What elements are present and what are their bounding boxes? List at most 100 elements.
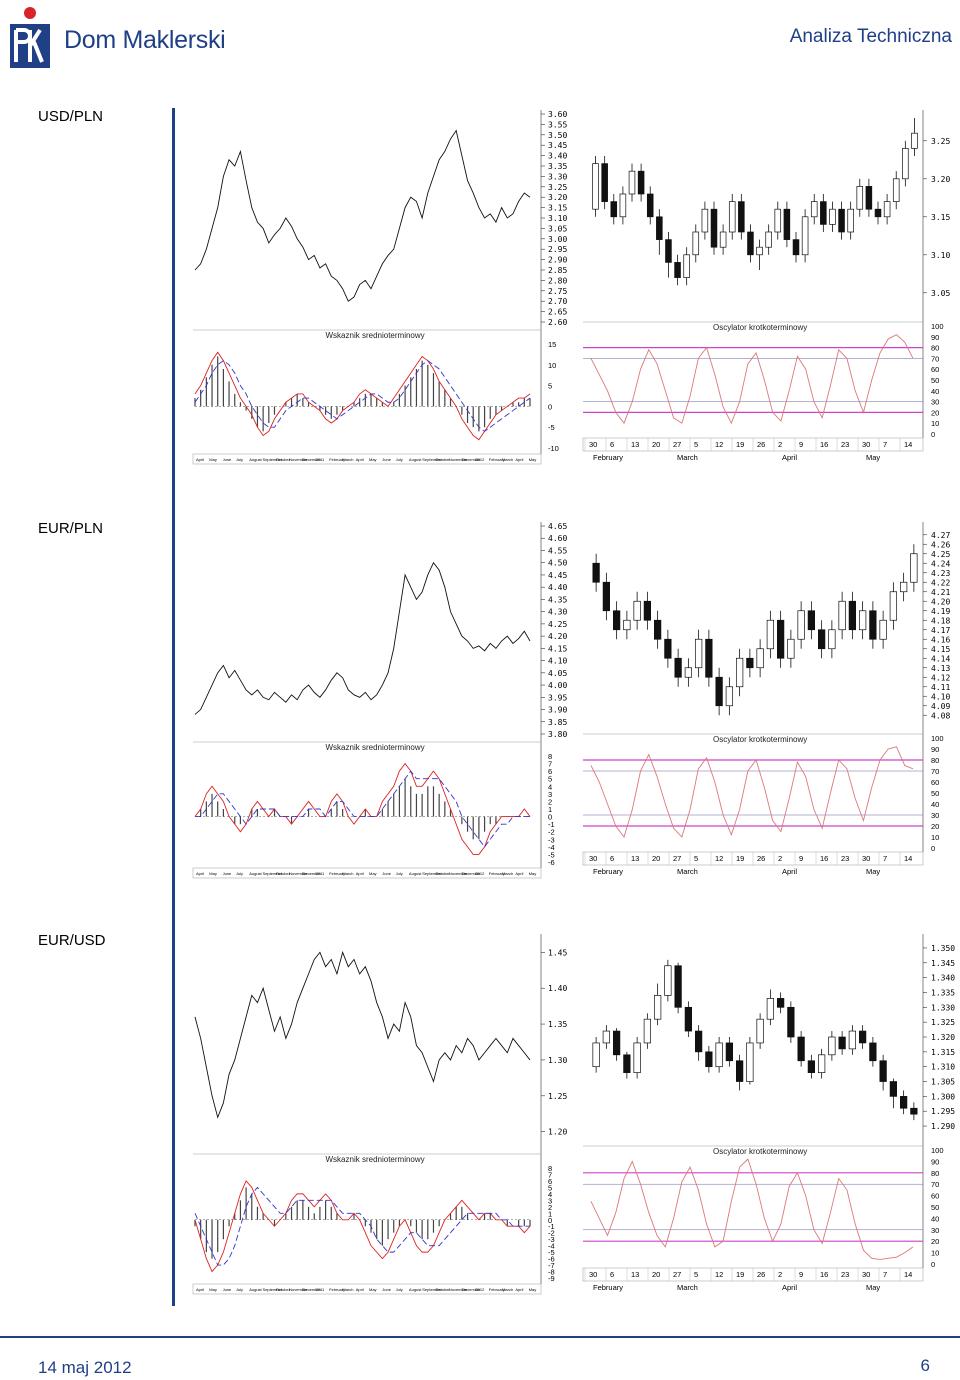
oscillator-tick-label: 30 — [931, 398, 939, 407]
price-tick-label: 4.35 — [548, 595, 567, 604]
price-line — [194, 561, 531, 715]
day-tick-label: 2 — [778, 440, 782, 449]
month-label: 2011 — [316, 457, 325, 462]
price-tick-label: 3.30 — [548, 172, 567, 181]
month-label: February — [329, 457, 345, 462]
month-label: 2011 — [316, 871, 325, 876]
month-axis — [192, 867, 542, 879]
indicator-tick-label: 6 — [548, 767, 552, 776]
oscillator-tick-label: 0 — [931, 430, 935, 439]
month-label: July — [396, 457, 403, 462]
day-tick-label: 2 — [778, 854, 782, 863]
candle-body — [728, 201, 736, 233]
candle-body — [899, 581, 908, 593]
day-tick-label: 19 — [736, 440, 744, 449]
indicator-tick-label: 8 — [548, 752, 552, 761]
price-tick-label: 1.300 — [931, 1092, 955, 1101]
price-tick-label: 1.25 — [548, 1092, 567, 1101]
month-label: July — [236, 1287, 243, 1292]
candle-body — [664, 965, 672, 996]
candle-body — [710, 208, 718, 248]
price-tick-label: 1.350 — [931, 944, 955, 953]
month-label: June — [223, 871, 232, 876]
day-tick-label: 12 — [715, 440, 723, 449]
indicator-tick-label: -8 — [548, 1268, 555, 1277]
candle-body — [602, 581, 611, 612]
candle-body — [911, 132, 918, 149]
candle-body — [705, 638, 713, 678]
day-tick-label: 14 — [904, 854, 912, 863]
price-tick-label: 2.65 — [548, 308, 567, 317]
price-tick-label: 4.20 — [931, 597, 950, 606]
month-label: March — [502, 457, 513, 462]
month-label: July — [236, 871, 243, 876]
indicator-tick-label: 3 — [548, 1196, 552, 1205]
month-label: April — [196, 871, 204, 876]
month-axis — [192, 1283, 542, 1295]
day-tick-label: 9 — [799, 1270, 803, 1279]
oscillator-tick-label: 70 — [931, 354, 939, 363]
month-label: April — [196, 1287, 204, 1292]
day-tick-label: 30 — [589, 1270, 597, 1279]
day-tick-label: 5 — [694, 1270, 698, 1279]
price-tick-label: 3.90 — [548, 706, 567, 715]
candle-body — [746, 657, 754, 669]
price-tick-label: 3.85 — [548, 718, 567, 727]
oscillator-line — [590, 1158, 914, 1260]
candle-body — [910, 553, 918, 583]
month-label: April — [782, 1283, 797, 1292]
month-label: October — [436, 457, 451, 462]
indicator-tick-label: -4 — [548, 1242, 555, 1251]
indicator-tick-label: -6 — [548, 1255, 555, 1264]
day-tick-label: 30 — [862, 440, 870, 449]
candle-body — [797, 610, 805, 640]
oscillator-tick-label: 50 — [931, 376, 939, 385]
candle-body — [684, 667, 693, 678]
candle-body — [817, 629, 826, 650]
price-tick-label: 3.40 — [548, 152, 567, 161]
month-label: May — [529, 871, 537, 876]
candle-body — [592, 562, 600, 583]
price-tick-label: 3.95 — [548, 693, 567, 702]
month-label: 2011 — [316, 1287, 325, 1292]
candle-body — [828, 629, 836, 650]
price-tick-label: 4.18 — [931, 616, 950, 625]
candle-body — [674, 657, 682, 678]
indicator-tick-label: -1 — [548, 820, 555, 829]
candle-body — [612, 610, 621, 631]
month-axis — [192, 453, 542, 465]
day-tick-label: 6 — [610, 854, 614, 863]
macd-line — [194, 762, 531, 855]
month-label: December — [462, 457, 481, 462]
day-tick-label: 16 — [820, 854, 828, 863]
candle-body — [889, 591, 898, 621]
eurusd-short-chart: 1.350 1.345 1.340 1.335 1.330 1.325 1.320 1.315… — [582, 934, 955, 1292]
candle-body — [869, 1042, 877, 1062]
month-label: December — [462, 1287, 481, 1292]
price-tick-label: 2.60 — [548, 318, 567, 327]
candle-body — [766, 619, 775, 650]
month-label: May — [866, 867, 880, 876]
month-label: February — [489, 871, 505, 876]
oscillator-tick-label: 50 — [931, 1203, 939, 1212]
price-tick-label: 4.11 — [931, 683, 950, 692]
candle-body — [653, 995, 662, 1020]
price-tick-label: 4.25 — [931, 550, 950, 559]
indicator-tick-label: 2 — [548, 1203, 552, 1212]
price-tick-label: 1.20 — [548, 1128, 567, 1137]
candle-body — [838, 600, 846, 631]
candle-body — [874, 208, 882, 218]
price-tick-label: 3.15 — [931, 213, 950, 222]
left-divider — [172, 108, 175, 1306]
price-tick-label: 2.90 — [548, 256, 567, 265]
candle-body — [656, 216, 663, 240]
price-tick-label: 1.35 — [548, 1020, 567, 1029]
candle-body — [879, 1060, 887, 1082]
candle-body — [694, 638, 703, 669]
oscillator-tick-label: 90 — [931, 745, 939, 754]
month-label: May — [866, 1283, 880, 1292]
day-tick-label: 23 — [841, 1270, 849, 1279]
indicator-tick-label: -6 — [548, 858, 555, 867]
oscillator-tick-label: 10 — [931, 833, 939, 842]
indicator-tick-label: -1 — [548, 1222, 555, 1231]
